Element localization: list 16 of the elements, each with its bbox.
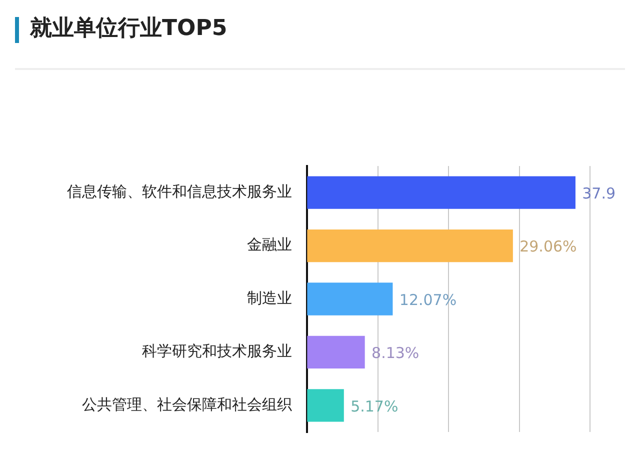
y-tick-label: 金融业 [247,236,292,254]
data-label: 37.9 [582,184,616,202]
y-tick-label: 制造业 [247,288,292,307]
text: 就业单位行业TOP5 [30,15,228,43]
bar [307,336,365,369]
data-label: 29.06% [520,238,577,256]
data-label: 5.17% [350,397,398,416]
y-tick-label: 科学研究和技术服务业 [142,342,292,360]
data-label: 8.13% [372,344,420,362]
bar [307,282,393,316]
bar [307,389,344,422]
y-tick-label: 信息传输、软件和信息技术服务业 [67,182,292,200]
bar [307,229,513,262]
data-label: 12.07% [399,290,457,309]
y-tick-label: 公共管理、社会保障和社会组织 [82,395,292,414]
bar [307,176,576,209]
